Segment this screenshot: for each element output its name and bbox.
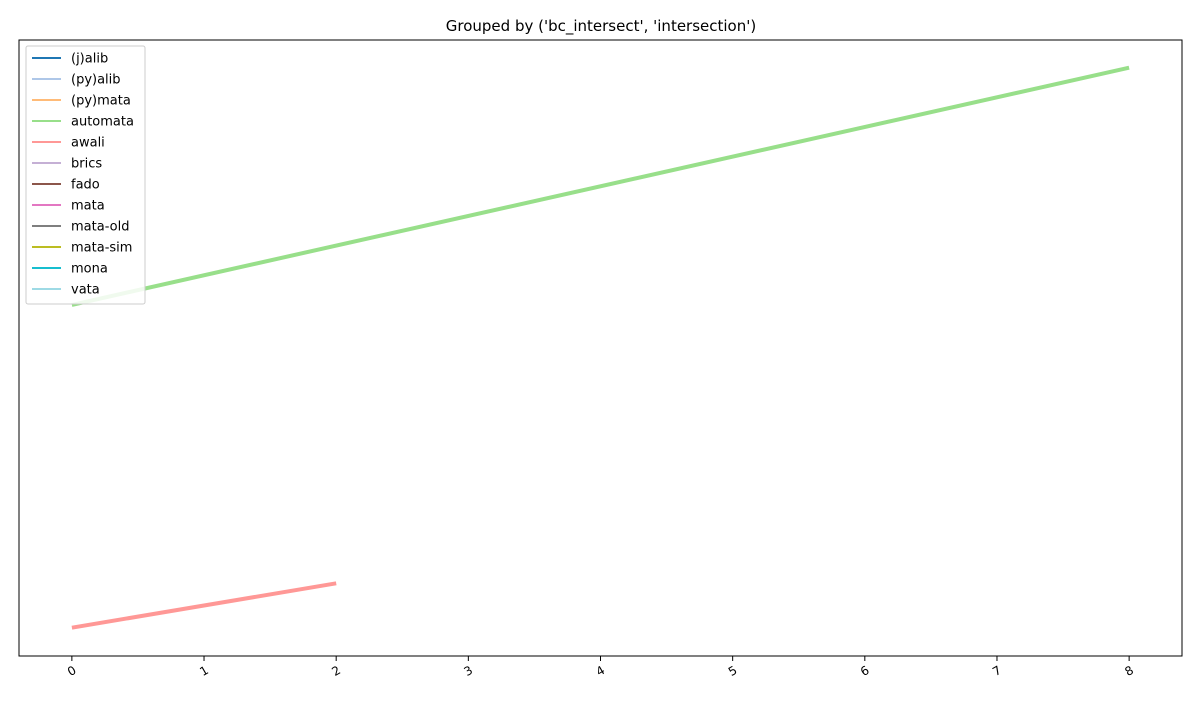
x-tick-label: 4: [594, 663, 608, 679]
legend-label: mata-sim: [71, 241, 132, 256]
x-tick-label: 0: [65, 663, 79, 679]
legend-label: (py)mata: [71, 94, 131, 109]
x-tick-label: 7: [990, 663, 1004, 679]
legend-label: mata: [71, 199, 105, 214]
legend-label: (j)alib: [71, 52, 108, 67]
legend-box: [25, 45, 146, 305]
legend-label: brics: [71, 157, 102, 172]
legend-label: mona: [71, 262, 108, 277]
legend-label: automata: [71, 115, 134, 130]
legend-label: fado: [71, 178, 100, 193]
x-tick-label: 1: [197, 663, 211, 679]
x-tick-label: 3: [462, 663, 476, 679]
legend-label: awali: [71, 136, 105, 151]
chart-title: Grouped by ('bc_intersect', 'intersectio…: [446, 17, 756, 36]
x-tick-label: 2: [329, 663, 343, 679]
legend: (j)alib (py)alib (py)mata automata awali bric…: [25, 45, 146, 305]
legend-label: vata: [71, 283, 100, 298]
legend-label: (py)alib: [71, 73, 121, 88]
x-tick-label: 8: [1122, 663, 1136, 679]
series-line-awali: [71, 581, 337, 630]
series-line-automata: [71, 65, 1130, 307]
plot-area: [18, 39, 1183, 657]
x-tick-label: 6: [858, 663, 872, 679]
x-axis: 0 1 2 3 4 5 6 7 8: [65, 656, 1136, 679]
x-tick-label: 5: [726, 663, 740, 679]
legend-label: mata-old: [71, 220, 129, 235]
series-layer: [71, 65, 1130, 630]
